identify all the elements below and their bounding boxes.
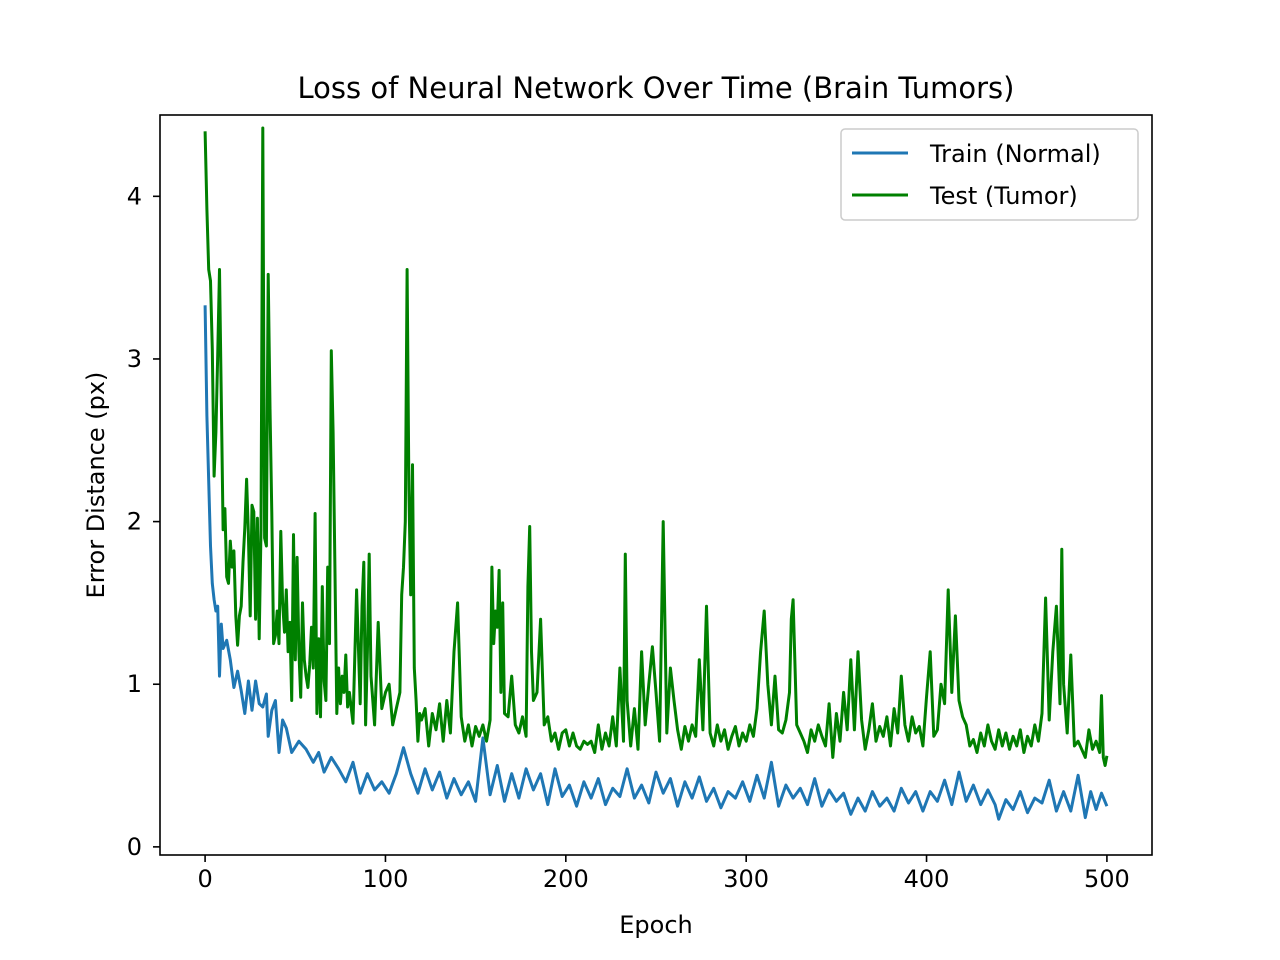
chart-title: Loss of Neural Network Over Time (Brain … [298, 71, 1015, 105]
y-axis: 0 1 2 3 4 [127, 182, 160, 861]
y-tick-label: 2 [127, 508, 142, 536]
x-axis-label: Epoch [619, 911, 693, 939]
x-tick-label: 500 [1084, 865, 1130, 893]
x-axis: 0 100 200 300 400 500 [197, 855, 1130, 893]
y-tick-label: 0 [127, 833, 142, 861]
series-line-train-normal [203, 305, 1109, 821]
x-tick-label: 400 [904, 865, 950, 893]
series-line-test-tumor [203, 126, 1109, 767]
series-layer [203, 126, 1109, 821]
y-tick-label: 3 [127, 345, 142, 373]
y-axis-label: Error Distance (px) [82, 372, 110, 599]
x-tick-label: 0 [197, 865, 212, 893]
y-tick-label: 4 [127, 182, 142, 210]
x-tick-label: 300 [723, 865, 769, 893]
x-tick-label: 100 [363, 865, 409, 893]
legend-label-test: Test (Tumor) [929, 182, 1078, 210]
legend-box [840, 128, 1139, 221]
plot-frame [159, 114, 1153, 856]
legend-label-train: Train (Normal) [929, 140, 1101, 168]
x-tick-label: 200 [543, 865, 589, 893]
y-tick-label: 1 [127, 670, 142, 698]
legend: Train (Normal) Test (Tumor) [840, 128, 1139, 221]
